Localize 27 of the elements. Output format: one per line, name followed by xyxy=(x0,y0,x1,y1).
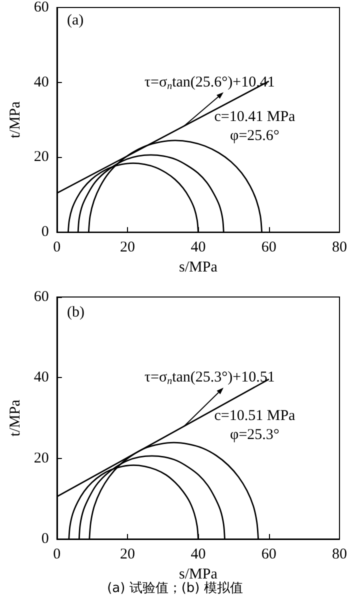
x-tick-label: 20 xyxy=(120,240,136,256)
y-tick-label: 0 xyxy=(41,531,49,547)
chart-title: (a) xyxy=(67,12,84,28)
y-tick-label: 20 xyxy=(34,450,49,466)
x-tick-label: 80 xyxy=(332,240,347,256)
y-axis-title: t/MPa xyxy=(8,101,24,138)
x-tick-label: 60 xyxy=(261,546,276,562)
y-tick-label: 60 xyxy=(34,0,49,16)
x-tick-label: 0 xyxy=(53,240,61,256)
x-tick-label: 80 xyxy=(332,546,347,562)
y-tick-label: 0 xyxy=(41,224,49,240)
y-tick-label: 20 xyxy=(34,149,49,166)
x-axis-title: s/MPa xyxy=(179,566,218,582)
annotation: c=10.51 MPa φ=25.3° xyxy=(214,408,296,443)
annotation: c=10.41 MPa φ=25.6° xyxy=(214,109,296,144)
x-tick-label: 20 xyxy=(120,546,136,562)
x-axis-title: s/MPa xyxy=(179,260,218,276)
text: (a) 试验值；(b) 模拟值 xyxy=(107,581,243,596)
x-tick-label: 40 xyxy=(190,240,206,256)
text: (b) xyxy=(67,304,84,320)
y-tick-label: 40 xyxy=(34,370,49,386)
y-axis-title: t/MPa xyxy=(8,399,24,436)
y-tick-label: 60 xyxy=(34,289,49,305)
x-tick-label: 40 xyxy=(190,546,206,562)
x-tick-label: 60 xyxy=(261,240,276,256)
x-tick-label: 0 xyxy=(53,546,61,562)
y-tick-label: 40 xyxy=(34,74,49,90)
